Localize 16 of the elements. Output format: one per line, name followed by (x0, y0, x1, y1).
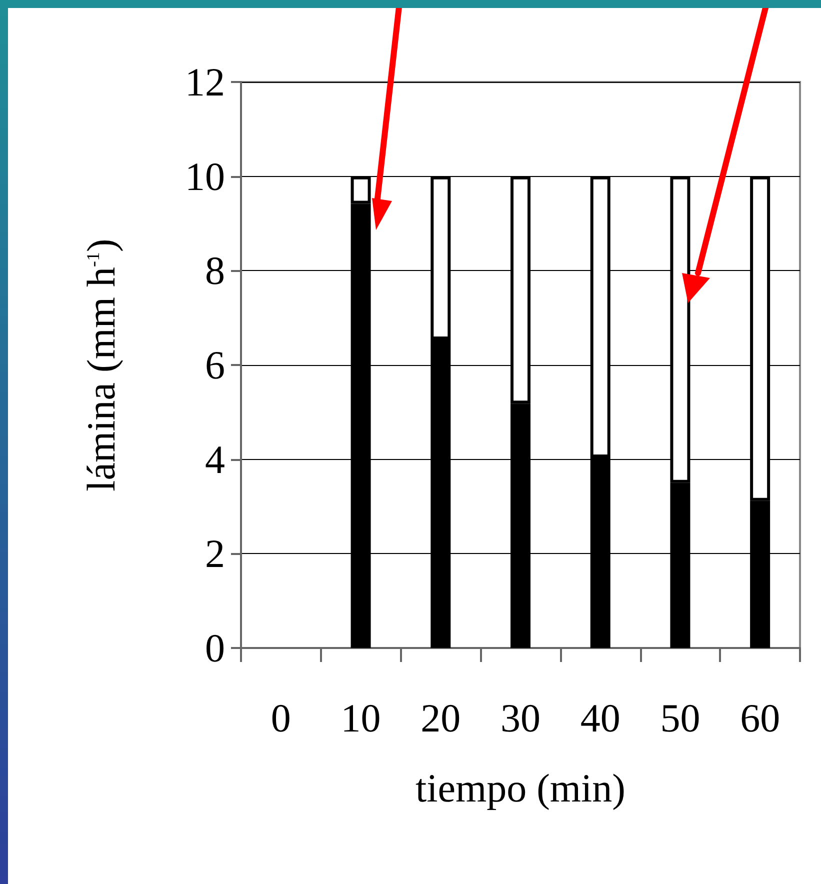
x-tick-label: 20 (420, 696, 461, 740)
x-tick-label: 30 (500, 696, 540, 740)
x-axis-title: tiempo (min) (416, 766, 626, 810)
x-tick-label: 40 (580, 696, 620, 740)
y-tick-label: 0 (205, 626, 225, 670)
y-axis-title: lámina (mm h-1) (78, 238, 124, 492)
x-tick-label: 10 (340, 696, 381, 740)
y-tick-label: 8 (205, 248, 225, 294)
x-tick-label: 0 (270, 696, 291, 740)
x-tick-label: 50 (660, 696, 700, 740)
y-tick-label: 10 (185, 154, 225, 199)
y-tick-label: 4 (205, 436, 225, 482)
y-tick-label: 2 (205, 531, 225, 576)
y-tick-label: 6 (205, 342, 225, 388)
x-tick-label: 60 (740, 696, 780, 740)
y-tick-label: 12 (185, 60, 225, 104)
